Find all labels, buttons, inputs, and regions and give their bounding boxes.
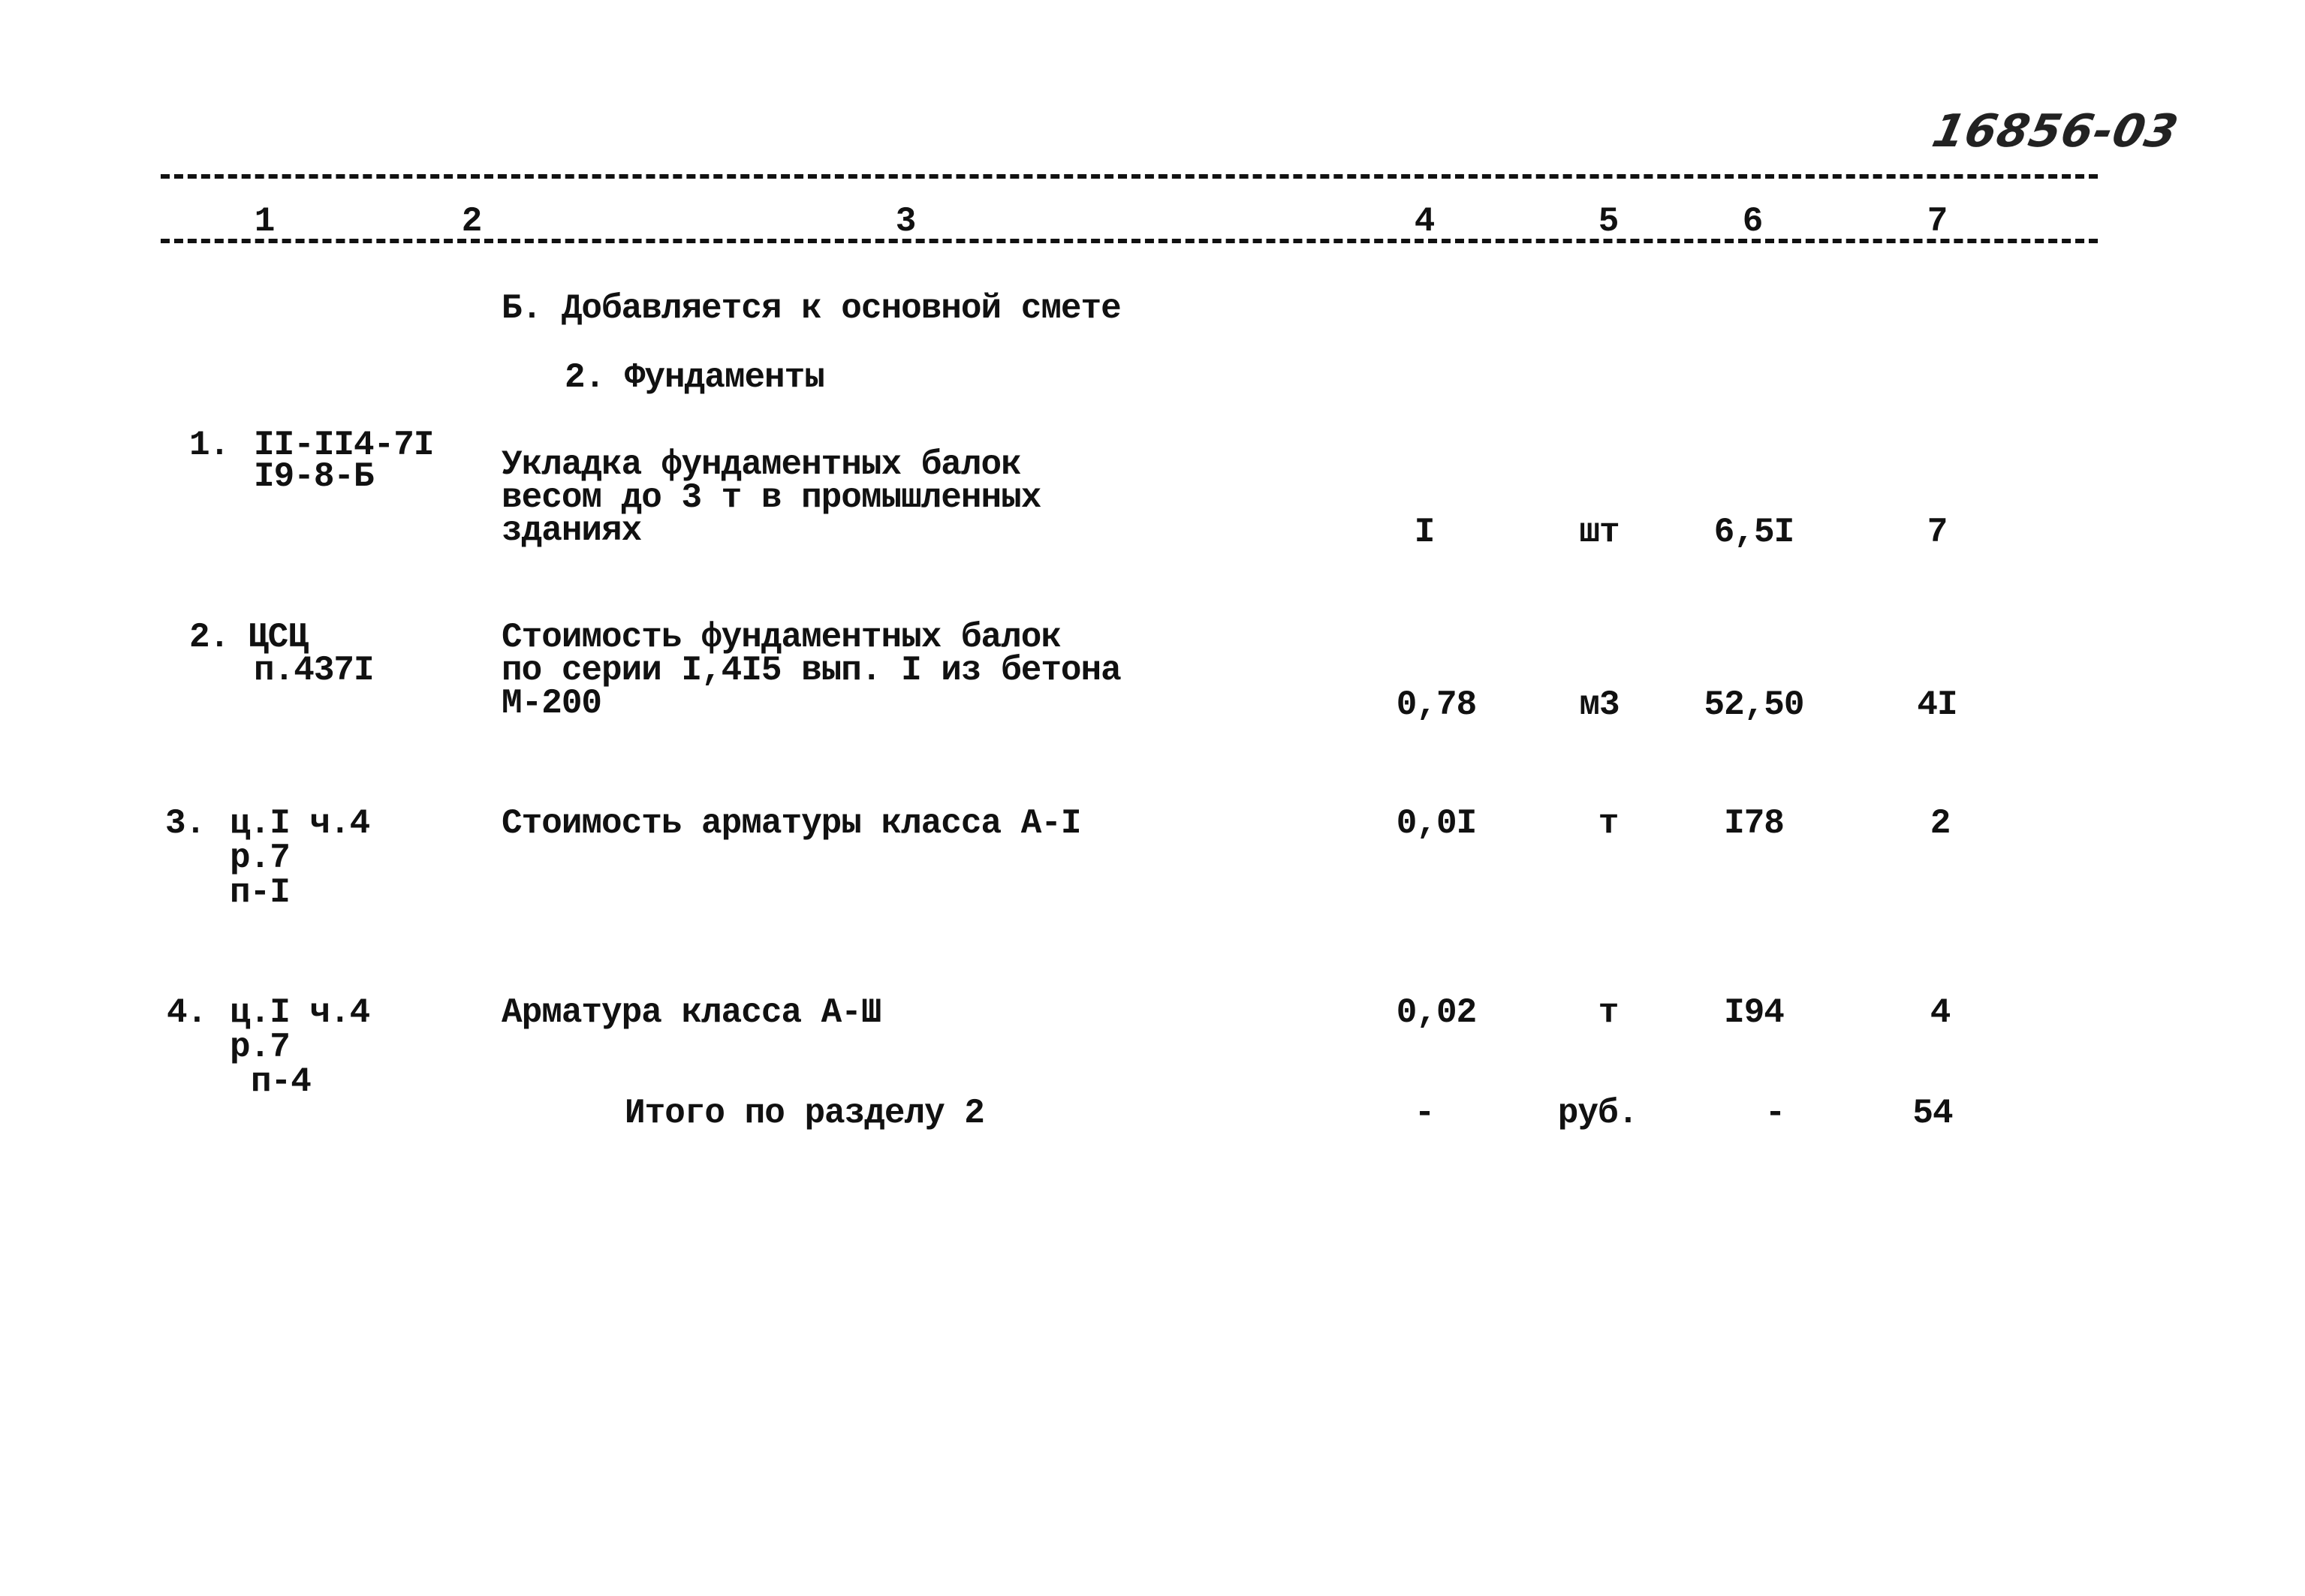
- row-code: ЦСЦ: [248, 618, 309, 657]
- row-code: II-II4-7I: [254, 426, 434, 465]
- row-unit: т: [1598, 804, 1620, 843]
- row-code: р.7: [230, 839, 291, 878]
- row-quantity: 0,02: [1396, 993, 1477, 1032]
- total-sum: 54: [1912, 1094, 1953, 1133]
- row-description: Стоимость фундаментных балок: [502, 618, 1062, 657]
- row-total: 7: [1927, 513, 1948, 552]
- row-code: I9-8-Б: [254, 457, 375, 496]
- row-description: по серии I,4I5 вып. I из бетона: [502, 651, 1122, 690]
- row-quantity: 0,0I: [1396, 804, 1477, 843]
- row-code: ц.I ч.4: [230, 993, 370, 1032]
- row-code: р.7: [230, 1028, 291, 1067]
- header-bottom-rule: [161, 239, 2098, 243]
- header-top-rule: [161, 174, 2098, 179]
- column-header-3: 3: [895, 202, 917, 241]
- row-description: зданиях: [502, 511, 642, 550]
- row-description: весом до 3 т в промышленных: [502, 478, 1041, 517]
- total-unit: руб.: [1557, 1094, 1638, 1133]
- column-header-6: 6: [1742, 202, 1764, 241]
- row-price: 52,50: [1704, 685, 1804, 724]
- total-label: Итого по разделу 2: [625, 1094, 985, 1133]
- row-description: Укладка фундаментных балок: [502, 445, 1022, 484]
- row-number: 3.: [165, 804, 206, 843]
- column-header-1: 1: [254, 202, 276, 241]
- row-number: 4.: [167, 993, 207, 1032]
- row-price: 6,5I: [1713, 513, 1794, 552]
- row-description: М-200: [502, 684, 602, 723]
- row-description: Стоимость арматуры класса А-I: [502, 804, 1082, 843]
- row-code: п.437I: [254, 651, 375, 690]
- row-description: Арматура класса А-Ш: [502, 993, 881, 1032]
- row-number: 2.: [189, 618, 230, 657]
- handwritten-document-number: 16856-03: [1927, 105, 2183, 158]
- row-price: I78: [1724, 804, 1785, 843]
- row-quantity: 0,78: [1396, 685, 1477, 724]
- row-total: 4: [1930, 993, 1951, 1032]
- row-quantity: I: [1414, 513, 1436, 552]
- column-header-7: 7: [1927, 202, 1948, 241]
- row-unit: м3: [1579, 685, 1620, 724]
- total-price: -: [1764, 1094, 1786, 1133]
- row-total: 2: [1930, 804, 1951, 843]
- row-code: ц.I ч.4: [230, 804, 370, 843]
- row-code: п-I: [230, 873, 291, 912]
- section-title: Б. Добавляется к основной смете: [502, 289, 1122, 328]
- column-header-2: 2: [461, 202, 483, 241]
- row-price: I94: [1724, 993, 1785, 1032]
- subsection-title: 2. Фундаменты: [565, 358, 825, 397]
- row-unit: т: [1598, 993, 1620, 1032]
- row-number: 1.: [189, 426, 230, 465]
- row-total: 4I: [1917, 685, 1957, 724]
- total-quantity: -: [1414, 1094, 1436, 1133]
- row-unit: шт: [1579, 513, 1620, 552]
- column-header-4: 4: [1414, 202, 1436, 241]
- row-code: п-4: [251, 1062, 312, 1101]
- column-header-5: 5: [1598, 202, 1620, 241]
